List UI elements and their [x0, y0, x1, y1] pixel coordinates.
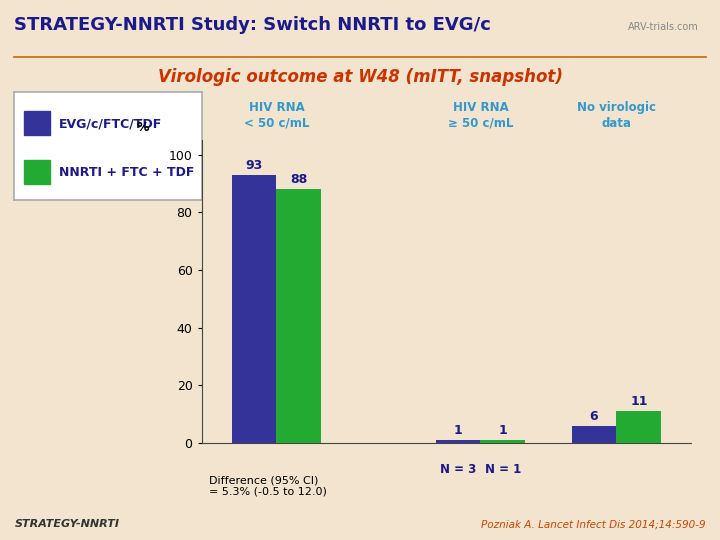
Text: HIV RNA
< 50 c/mL: HIV RNA < 50 c/mL: [243, 100, 309, 130]
Bar: [232, 175, 276, 443]
Text: STRATEGY-NNRTI Study: Switch NNRTI to EVG/c: STRATEGY-NNRTI Study: Switch NNRTI to EV…: [14, 16, 491, 34]
Text: ARV-trials.com: ARV-trials.com: [628, 22, 698, 32]
Text: 11: 11: [630, 395, 647, 408]
Text: Difference (95% CI)
= 5.3% (-0.5 to 12.0): Difference (95% CI) = 5.3% (-0.5 to 12.0…: [209, 475, 327, 497]
Text: N = 1: N = 1: [485, 463, 521, 476]
Text: HIV RNA
≥ 50 c/mL: HIV RNA ≥ 50 c/mL: [448, 100, 513, 130]
Text: 1: 1: [498, 424, 507, 437]
Text: 88: 88: [290, 173, 307, 186]
Text: No virologic
data: No virologic data: [577, 100, 656, 130]
Text: 1: 1: [454, 424, 462, 437]
Bar: [436, 440, 480, 443]
Text: N = 3: N = 3: [440, 463, 476, 476]
Text: Virologic outcome at W48 (mITT, snapshot): Virologic outcome at W48 (mITT, snapshot…: [158, 68, 562, 85]
Bar: [24, 111, 50, 135]
Text: 93: 93: [246, 159, 263, 172]
Text: 6: 6: [590, 410, 598, 423]
Bar: [276, 190, 321, 443]
Text: EVG/c/FTC/TDF: EVG/c/FTC/TDF: [59, 118, 163, 131]
Bar: [480, 440, 526, 443]
Bar: [572, 426, 616, 443]
Text: NNRTI + FTC + TDF: NNRTI + FTC + TDF: [59, 166, 194, 179]
Text: STRATEGY-NNRTI: STRATEGY-NNRTI: [14, 519, 120, 529]
Bar: [616, 411, 661, 443]
Text: Pozniak A. Lancet Infect Dis 2014;14:590-9: Pozniak A. Lancet Infect Dis 2014;14:590…: [481, 519, 706, 529]
Bar: [24, 160, 50, 184]
Text: %: %: [137, 122, 149, 134]
